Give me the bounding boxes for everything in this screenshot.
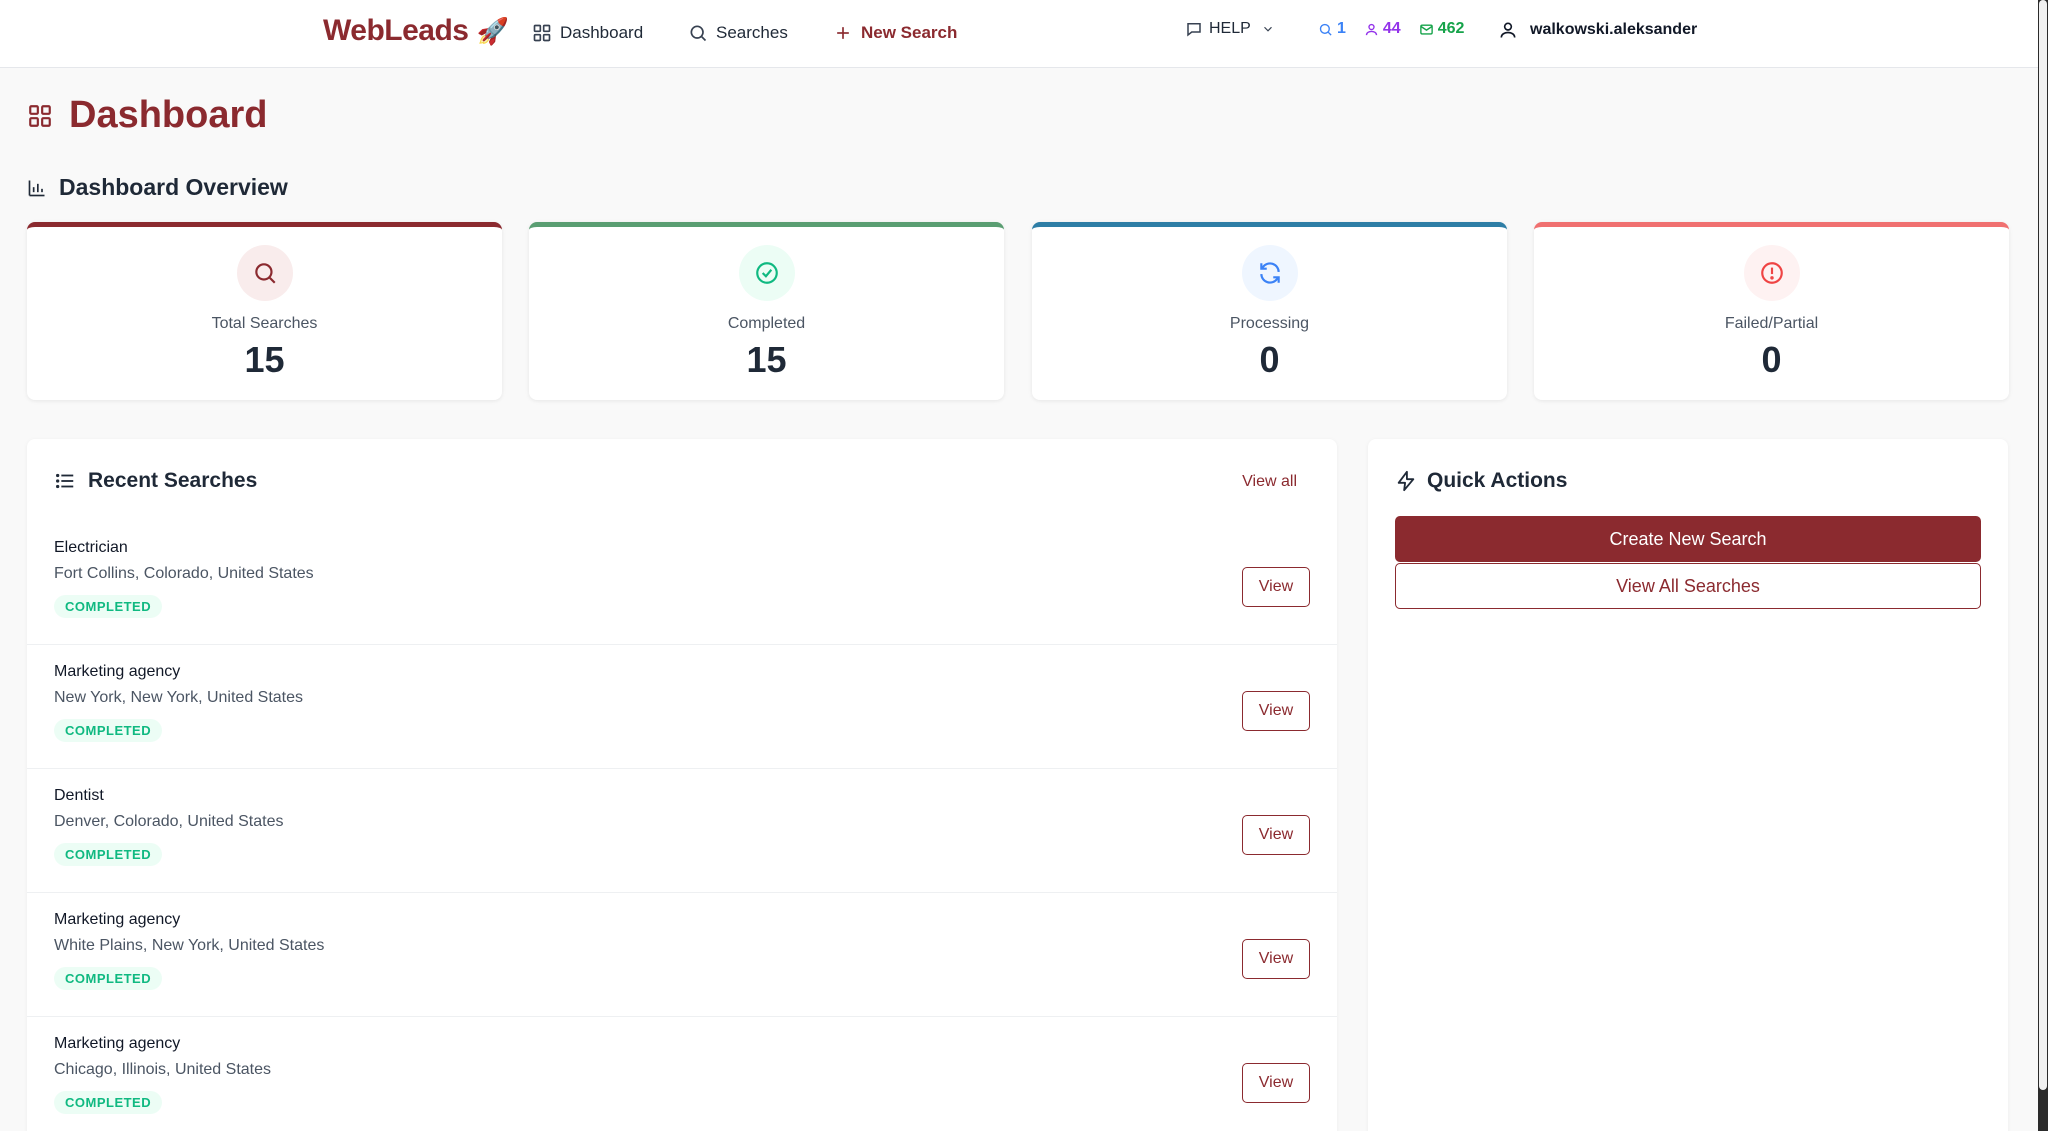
status-badge: COMPLETED: [54, 719, 163, 742]
list-item: Dentist Denver, Colorado, United States …: [27, 769, 1337, 893]
usage-counters: 1 44 462: [1318, 20, 1464, 38]
refresh-icon: [1259, 262, 1280, 284]
user-icon: [1365, 23, 1378, 35]
view-button[interactable]: View: [1242, 1063, 1310, 1103]
list-item: Electrician Fort Collins, Colorado, Unit…: [27, 521, 1337, 645]
logo-text: WebLeads: [323, 14, 469, 47]
status-badge: COMPLETED: [54, 595, 163, 618]
nav-new-search-link[interactable]: New Search: [833, 20, 957, 46]
quick-actions-heading: Quick Actions: [1395, 469, 1567, 493]
top-navbar: WebLeads 🚀 Dashboard Searches New Search…: [0, 0, 2038, 68]
nav-dashboard-label: Dashboard: [560, 23, 644, 42]
stat-value: 0: [1259, 339, 1280, 380]
stat-card-processing: Processing 0: [1032, 222, 1507, 400]
search-location: Chicago, Illinois, United States: [54, 1061, 271, 1078]
view-button[interactable]: View: [1242, 815, 1310, 855]
quick-actions-panel: Quick Actions Create New Search View All…: [1368, 439, 2008, 1131]
quick-actions-title: Quick Actions: [1427, 469, 1568, 492]
rocket-icon: 🚀: [476, 15, 509, 46]
nav-searches-link[interactable]: Searches: [688, 20, 788, 46]
user-icon: [1500, 22, 1516, 38]
list-item: Marketing agency New York, New York, Uni…: [27, 645, 1337, 769]
stat-value: 15: [746, 339, 787, 380]
create-new-search-button[interactable]: Create New Search: [1395, 516, 1981, 562]
app-logo[interactable]: WebLeads 🚀: [323, 14, 509, 48]
search-counter: 1: [1318, 20, 1346, 38]
stat-icon-wrap: [1743, 245, 1800, 301]
stat-label: Completed: [727, 315, 806, 332]
stat-icon-wrap: [236, 245, 293, 301]
status-badge: COMPLETED: [54, 1091, 163, 1114]
username: walkowski.aleksander: [1530, 21, 1698, 38]
contact-count: 44: [1382, 20, 1401, 37]
chevron-down-icon: [1263, 26, 1272, 32]
stat-label: Processing: [1229, 315, 1310, 332]
stat-label: Failed/Partial: [1724, 315, 1819, 332]
search-count: 1: [1337, 20, 1346, 37]
nav-searches-label: Searches: [716, 23, 788, 42]
scrollbar[interactable]: [2038, 0, 2048, 1131]
stat-card-total: Total Searches 15: [27, 222, 502, 400]
list-item: Marketing agency White Plains, New York,…: [27, 893, 1337, 1017]
bar-chart-icon: [28, 180, 45, 196]
stat-value: 15: [244, 339, 285, 380]
search-icon: [254, 263, 276, 284]
search-title: Electrician: [54, 539, 128, 556]
grid-icon: [533, 24, 551, 42]
stat-card-failed: Failed/Partial 0: [1534, 222, 2009, 400]
stat-icon-wrap: [738, 245, 795, 301]
search-title: Marketing agency: [54, 1035, 181, 1052]
help-label: HELP: [1209, 20, 1251, 37]
view-all-searches-button[interactable]: View All Searches: [1395, 563, 1981, 609]
list-icon: [56, 473, 74, 489]
search-title: Marketing agency: [54, 911, 181, 928]
recent-searches-list: Electrician Fort Collins, Colorado, Unit…: [27, 521, 1337, 1131]
stat-value: 0: [1761, 339, 1782, 380]
help-dropdown[interactable]: HELP: [1185, 20, 1275, 38]
nav-new-search-label: New Search: [861, 23, 958, 42]
recent-searches-title: Recent Searches: [88, 469, 258, 492]
chat-icon: [1187, 23, 1201, 37]
status-badge: COMPLETED: [54, 967, 163, 990]
view-button[interactable]: View: [1242, 939, 1310, 979]
status-badge: COMPLETED: [54, 843, 163, 866]
grid-icon: [29, 104, 51, 127]
mail-icon: [1419, 23, 1433, 35]
email-count: 462: [1437, 20, 1465, 37]
alert-circle-icon: [1760, 262, 1783, 284]
stat-label: Total Searches: [211, 315, 318, 332]
page-title-text: Dashboard: [69, 94, 268, 136]
lightning-icon: [1397, 470, 1415, 492]
stat-card-completed: Completed 15: [529, 222, 1004, 400]
nav-dashboard-link[interactable]: Dashboard: [532, 20, 643, 46]
list-item: Marketing agency Chicago, Illinois, Unit…: [27, 1017, 1337, 1131]
contact-counter: 44: [1364, 20, 1401, 38]
email-counter: 462: [1419, 20, 1465, 38]
overview-heading: Dashboard Overview: [27, 174, 288, 201]
view-all-link[interactable]: View all: [1242, 473, 1297, 490]
plus-icon: [837, 27, 849, 39]
search-title: Marketing agency: [54, 663, 181, 680]
recent-searches-heading: Recent Searches: [54, 469, 257, 493]
view-button[interactable]: View: [1242, 567, 1310, 607]
view-button[interactable]: View: [1242, 691, 1310, 731]
overview-heading-text: Dashboard Overview: [59, 174, 288, 200]
scrollbar-thumb[interactable]: [2039, 0, 2047, 1090]
page-title: Dashboard: [27, 94, 267, 137]
search-location: Fort Collins, Colorado, United States: [54, 565, 314, 582]
search-icon: [690, 25, 707, 42]
stat-icon-wrap: [1241, 245, 1298, 301]
search-icon: [1319, 23, 1332, 36]
check-circle-icon: [755, 262, 778, 284]
recent-searches-panel: Recent Searches View all Electrician For…: [27, 439, 1337, 1131]
search-location: White Plains, New York, United States: [54, 937, 325, 954]
search-location: New York, New York, United States: [54, 689, 304, 706]
search-title: Dentist: [54, 787, 104, 804]
search-location: Denver, Colorado, United States: [54, 813, 284, 830]
user-menu[interactable]: walkowski.aleksander: [1498, 20, 1697, 40]
